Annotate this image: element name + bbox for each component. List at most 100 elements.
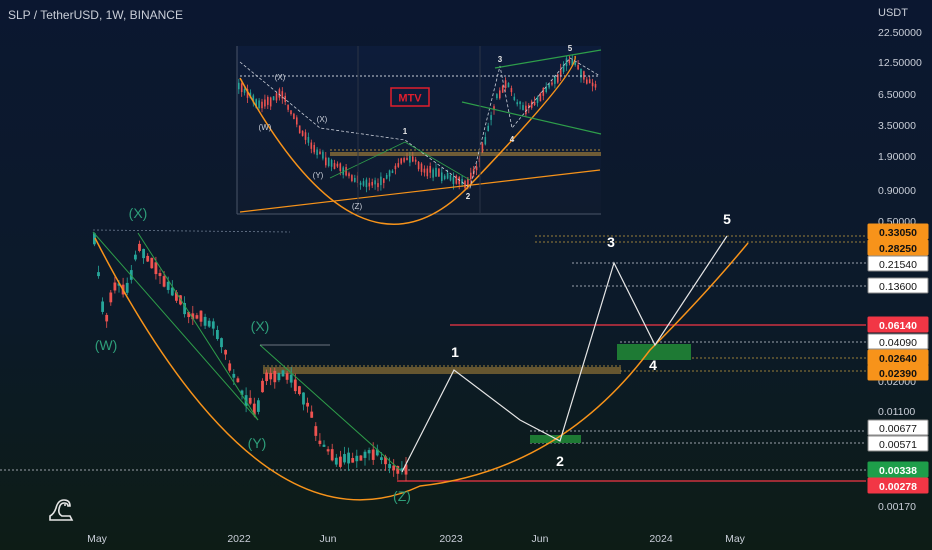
candle <box>252 95 255 103</box>
candle <box>278 89 281 98</box>
candle <box>591 82 594 87</box>
candle <box>339 456 342 467</box>
candle <box>304 132 307 140</box>
candle <box>394 165 397 170</box>
candle <box>396 466 400 474</box>
candle <box>545 87 547 93</box>
candle <box>374 180 376 185</box>
candle <box>542 87 545 96</box>
candle <box>248 397 252 404</box>
candle <box>326 449 330 452</box>
price-label-text: 0.02390 <box>879 368 917 380</box>
candle <box>539 93 542 102</box>
candle <box>281 91 284 99</box>
candle <box>93 233 96 245</box>
candle <box>310 411 314 418</box>
inset-green-line-3 <box>329 141 406 179</box>
candle <box>298 386 301 395</box>
candle <box>199 310 203 322</box>
candle <box>307 137 310 143</box>
candle <box>481 143 484 153</box>
inset-green-line-4 <box>404 141 471 181</box>
projection-label-4: 4 <box>649 357 657 373</box>
x-tick-label: Jun <box>320 533 337 545</box>
candle <box>516 102 518 105</box>
price-label-text: 0.00571 <box>879 439 917 451</box>
candle <box>586 79 588 84</box>
candle <box>548 83 550 88</box>
x-tick-label: 2023 <box>439 533 463 545</box>
inset-candles <box>238 55 597 193</box>
candle <box>559 69 562 77</box>
inset-background <box>237 46 601 214</box>
candle <box>571 60 574 66</box>
candle <box>264 99 266 107</box>
y-tick-label: 1.90000 <box>878 151 916 163</box>
candle <box>243 89 246 93</box>
candle <box>441 172 443 182</box>
candle <box>261 380 264 393</box>
price-label-text: 0.04090 <box>879 337 917 349</box>
y-tick-label: 22.50000 <box>878 27 922 39</box>
candle <box>240 390 244 395</box>
candle <box>162 276 166 287</box>
candle <box>377 183 379 188</box>
tradingview-logo-icon[interactable] <box>49 499 74 521</box>
candle <box>302 392 305 405</box>
wave-label-x1: (X) <box>129 205 148 221</box>
x-tick-label: May <box>87 533 108 545</box>
candle <box>388 170 391 177</box>
x-tick-label: 2022 <box>227 533 251 545</box>
candle <box>289 374 293 383</box>
candle <box>429 166 431 173</box>
inset-arc <box>239 55 576 225</box>
x-axis[interactable]: May 2022 Jun 2023 Jun 2024 May <box>87 533 746 545</box>
y-tick-label: 12.50000 <box>878 57 922 69</box>
candle <box>224 349 227 355</box>
x-tick-label: Jun <box>532 533 549 545</box>
candle <box>446 172 449 179</box>
price-label: 0.33050 <box>867 223 929 240</box>
candle <box>568 59 571 64</box>
candle <box>336 163 339 167</box>
price-label: 0.28250 <box>867 239 929 256</box>
candle <box>228 363 232 371</box>
candle <box>536 97 539 103</box>
candle <box>391 170 394 173</box>
y-tick-label: 0.01100 <box>878 406 915 418</box>
price-label: 0.00278 <box>867 477 929 494</box>
price-label-text: 0.21540 <box>879 259 917 271</box>
candle <box>530 101 533 108</box>
candle <box>464 180 466 189</box>
candle <box>310 142 313 149</box>
candle <box>277 373 281 381</box>
candle <box>414 159 417 162</box>
trend-line-2 <box>137 232 259 421</box>
inset-label-4: 4 <box>510 135 515 144</box>
candle <box>423 168 426 173</box>
inset-label-z: (Z) <box>352 202 363 211</box>
candle <box>146 255 150 262</box>
inset-support-line <box>239 169 601 213</box>
range-top-line <box>92 229 291 233</box>
inset-label-2: 2 <box>466 192 471 201</box>
candle <box>475 166 478 171</box>
candle <box>187 311 191 318</box>
candle <box>443 175 446 180</box>
price-label: 0.02390 <box>867 364 929 381</box>
candle <box>343 454 346 463</box>
candle <box>371 181 373 186</box>
candle <box>577 65 579 70</box>
y-tick-label: 0.90000 <box>878 185 916 197</box>
candle <box>355 455 359 462</box>
candle <box>195 315 199 319</box>
candle <box>487 125 489 132</box>
candle <box>281 370 285 377</box>
candle <box>484 137 487 145</box>
candle <box>406 157 408 161</box>
candle <box>334 457 338 465</box>
candle <box>519 101 521 105</box>
candle <box>528 105 530 109</box>
candle <box>420 163 423 172</box>
